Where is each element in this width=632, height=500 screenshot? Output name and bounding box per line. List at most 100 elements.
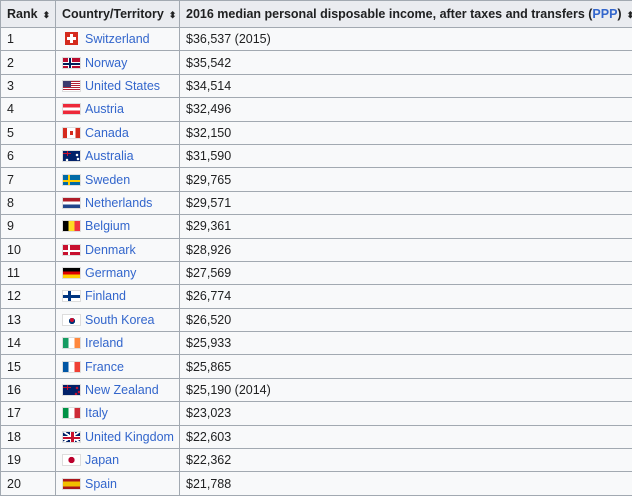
income-cell: $34,514 <box>179 73 632 99</box>
table-row: 13 South Korea $26,520 <box>0 307 632 333</box>
country-link[interactable]: Spain <box>85 476 117 491</box>
netherlands-flag-icon <box>62 196 81 209</box>
income-column-header[interactable]: 2016 median personal disposable income, … <box>179 0 632 28</box>
country-cell: Austria <box>55 97 180 122</box>
income-cell: $22,362 <box>179 448 632 473</box>
country-cell: New Zealand <box>55 377 180 403</box>
rank-cell: 2 <box>0 50 56 75</box>
rank-cell: 20 <box>0 471 56 496</box>
country-cell: United States <box>55 73 180 99</box>
country-cell: Netherlands <box>55 190 180 216</box>
income-cell: $31,590 <box>179 143 632 169</box>
austria-flag-icon <box>62 103 81 116</box>
country-cell: Belgium <box>55 214 180 239</box>
table-row: 11 Germany $27,569 <box>0 260 632 286</box>
income-cell: $36,537 (2015) <box>179 26 632 52</box>
income-cell: $35,542 <box>179 50 632 75</box>
country-cell: Spain <box>55 471 180 496</box>
country-link[interactable]: Germany <box>85 266 137 281</box>
country-link[interactable]: Austria <box>85 102 124 117</box>
country-link[interactable]: Canada <box>85 125 129 140</box>
table-row: 12 Finland $26,774 <box>0 284 632 309</box>
table-row: 17 Italy $23,023 <box>0 401 632 426</box>
table-row: 5 Canada $32,150 <box>0 120 632 145</box>
finland-flag-icon <box>62 290 81 303</box>
rank-cell: 11 <box>0 260 56 286</box>
country-link[interactable]: New Zealand <box>85 383 159 398</box>
rank-cell: 1 <box>0 26 56 52</box>
rank-cell: 3 <box>0 73 56 99</box>
country-link[interactable]: Netherlands <box>85 195 153 210</box>
italy-flag-icon <box>62 407 81 420</box>
country-link[interactable]: South Korea <box>85 312 155 327</box>
sort-icon[interactable]: ⬍ <box>168 10 177 20</box>
country-cell: South Korea <box>55 307 180 333</box>
table-row: 4 Austria $32,496 <box>0 97 632 122</box>
country-link[interactable]: Australia <box>85 149 134 164</box>
country-link[interactable]: Denmark <box>85 242 136 257</box>
south-korea-flag-icon <box>62 313 81 326</box>
country-link[interactable]: Switzerland <box>85 32 150 47</box>
sort-icon[interactable]: ⬍ <box>627 10 632 20</box>
income-cell: $32,496 <box>179 97 632 122</box>
income-cell: $26,774 <box>179 284 632 309</box>
income-cell: $32,150 <box>179 120 632 145</box>
income-header-label: 2016 median personal disposable income, … <box>186 7 593 21</box>
denmark-flag-icon <box>62 243 81 256</box>
rank-cell: 13 <box>0 307 56 333</box>
table-row: 19 Japan $22,362 <box>0 448 632 473</box>
country-cell: Switzerland <box>55 26 180 52</box>
rank-cell: 6 <box>0 143 56 169</box>
country-cell: Japan <box>55 448 180 473</box>
ppp-link[interactable]: PPP <box>592 7 618 21</box>
table-row: 8 Netherlands $29,571 <box>0 190 632 216</box>
country-cell: Germany <box>55 260 180 286</box>
country-header-label: Country/Territory <box>62 7 164 21</box>
income-cell: $29,765 <box>179 167 632 192</box>
country-link[interactable]: Italy <box>85 406 108 421</box>
country-column-header[interactable]: Country/Territory ⬍ <box>55 0 180 28</box>
country-link[interactable]: Sweden <box>85 172 131 187</box>
country-cell: United Kingdom <box>55 424 180 450</box>
country-link[interactable]: Japan <box>85 453 120 468</box>
country-cell: Denmark <box>55 237 180 262</box>
table-header-row: Rank ⬍ Country/Territory ⬍ 2016 median per… <box>0 0 632 28</box>
ireland-flag-icon <box>62 337 81 350</box>
table-row: 10 Denmark $28,926 <box>0 237 632 262</box>
country-link[interactable]: United States <box>85 78 161 93</box>
country-link[interactable]: United Kingdom <box>85 429 174 444</box>
table-row: 3 United States $34,514 <box>0 73 632 99</box>
country-link[interactable]: Belgium <box>85 219 131 234</box>
income-cell: $29,571 <box>179 190 632 216</box>
country-cell: France <box>55 354 180 379</box>
income-cell: $22,603 <box>179 424 632 450</box>
table-row: 9 Belgium $29,361 <box>0 214 632 239</box>
rank-cell: 14 <box>0 331 56 356</box>
rank-column-header[interactable]: Rank ⬍ <box>0 0 56 28</box>
income-cell: $25,865 <box>179 354 632 379</box>
sort-icon[interactable]: ⬍ <box>42 10 51 20</box>
rank-cell: 12 <box>0 284 56 309</box>
swiss-flag-icon <box>65 32 78 46</box>
table-row: 2 Norway $35,542 <box>0 50 632 75</box>
japan-flag-icon <box>62 454 81 467</box>
uk-flag-icon <box>62 430 81 443</box>
country-cell: Italy <box>55 401 180 426</box>
country-link[interactable]: Norway <box>85 55 128 70</box>
table-row: 6 Australia $31,590 <box>0 143 632 169</box>
country-link[interactable]: Finland <box>85 289 126 304</box>
rank-cell: 19 <box>0 448 56 473</box>
country-cell: Ireland <box>55 331 180 356</box>
income-cell: $23,023 <box>179 401 632 426</box>
income-cell: $21,788 <box>179 471 632 496</box>
belgium-flag-icon <box>62 220 81 233</box>
table-row: 15 France $25,865 <box>0 354 632 379</box>
country-link[interactable]: Ireland <box>85 336 124 351</box>
income-cell: $29,361 <box>179 214 632 239</box>
table-row: 7 Sweden $29,765 <box>0 167 632 192</box>
country-link[interactable]: France <box>85 359 124 374</box>
rank-cell: 5 <box>0 120 56 145</box>
rank-cell: 17 <box>0 401 56 426</box>
canada-flag-icon <box>62 126 81 139</box>
